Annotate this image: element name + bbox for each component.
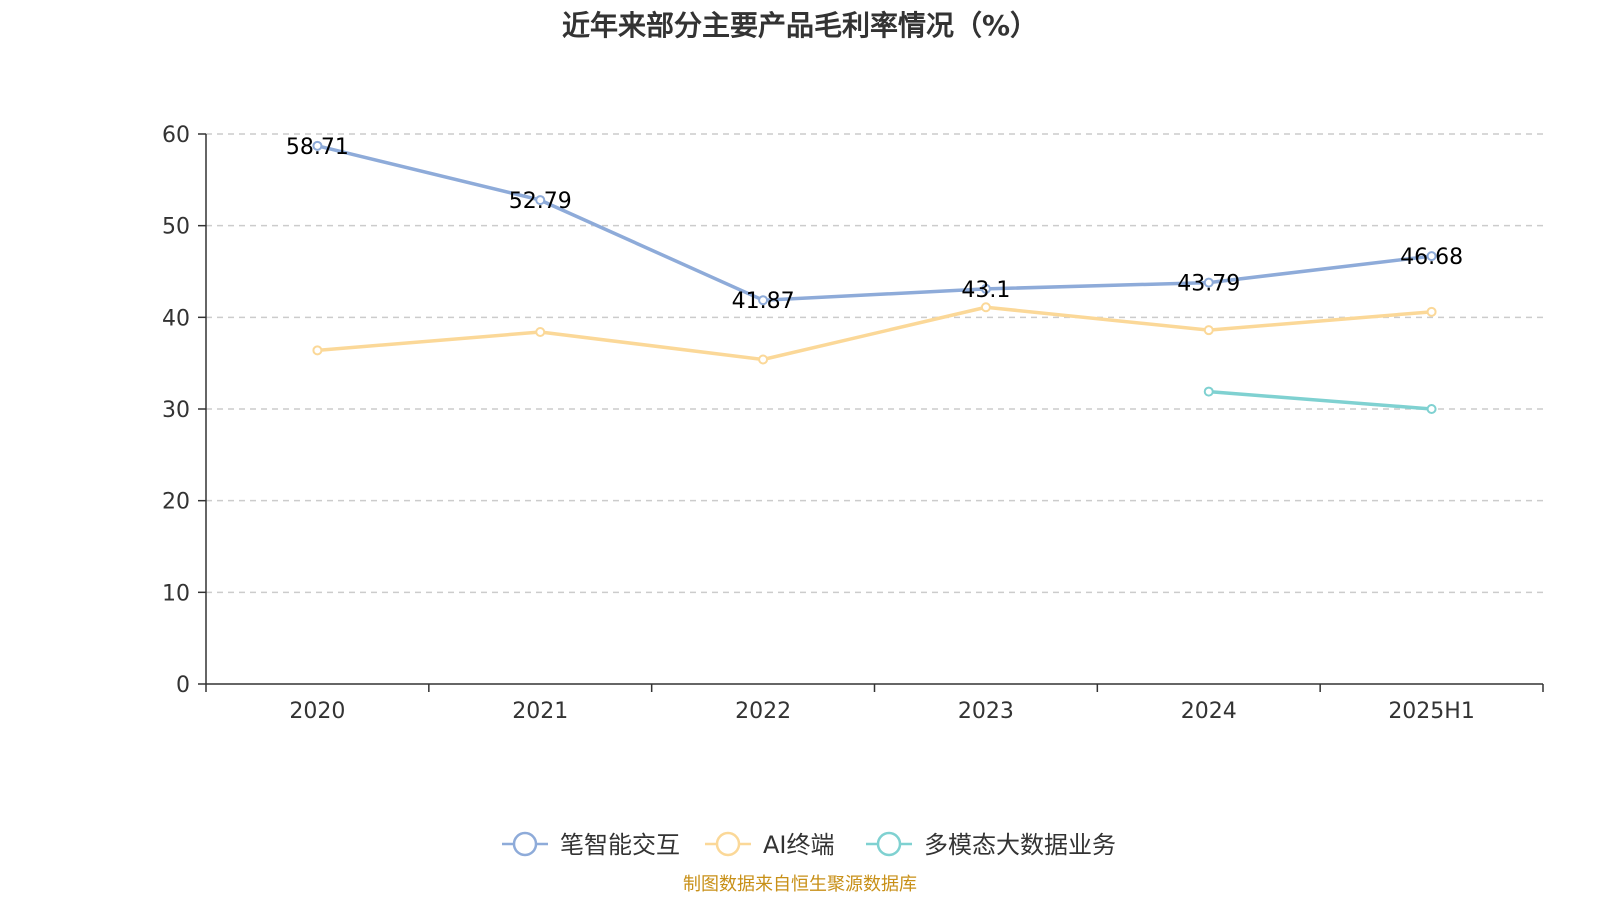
data-point bbox=[1426, 306, 1437, 317]
chart-title: 近年来部分主要产品毛利率情况（%） bbox=[562, 9, 1038, 42]
x-tick-label: 2025H1 bbox=[1388, 699, 1475, 724]
data-label: 58.71 bbox=[286, 135, 349, 160]
y-tick-label: 50 bbox=[162, 215, 190, 240]
y-tick-label: 10 bbox=[162, 581, 190, 606]
legend-label: AI终端 bbox=[763, 831, 835, 859]
grid-lines bbox=[206, 133, 1543, 594]
data-point bbox=[1426, 404, 1437, 414]
legend-item-1: AI终端 bbox=[705, 831, 835, 859]
series-2 bbox=[1203, 386, 1437, 414]
series-0 bbox=[312, 140, 1437, 306]
data-label: 52.79 bbox=[509, 189, 572, 214]
source-note: 制图数据来自恒生聚源数据库 bbox=[683, 874, 917, 895]
legend-swatch-marker bbox=[715, 831, 741, 857]
y-tick-label: 40 bbox=[162, 306, 190, 331]
data-point bbox=[980, 302, 991, 313]
data-point bbox=[535, 195, 546, 206]
data-point bbox=[312, 140, 323, 151]
data-label: 41.87 bbox=[732, 289, 795, 314]
data-point bbox=[758, 295, 769, 306]
data-label: 46.68 bbox=[1400, 245, 1463, 270]
series-line-2-0 bbox=[1207, 389, 1434, 411]
x-tick-label: 2020 bbox=[289, 699, 345, 724]
data-point bbox=[1426, 251, 1437, 262]
y-tick-label: 0 bbox=[176, 673, 190, 698]
data-point bbox=[535, 327, 546, 337]
series-line-0-0 bbox=[315, 144, 1434, 302]
axes: 0 10 20 30 40 50 60 2020 2021 2022 2023 2024 2025H1 bbox=[162, 123, 1544, 724]
legend-swatch-marker bbox=[876, 831, 902, 857]
x-tick-label: 2024 bbox=[1181, 699, 1237, 724]
data-point bbox=[1203, 386, 1214, 397]
x-tick-label: 2023 bbox=[958, 699, 1014, 724]
legend-label: 笔智能交互 bbox=[560, 831, 680, 859]
legend-swatch-marker bbox=[512, 831, 538, 857]
data-point bbox=[1203, 325, 1214, 336]
series-lines bbox=[312, 140, 1437, 414]
legend-item-0: 笔智能交互 bbox=[502, 831, 680, 859]
data-label: 43.79 bbox=[1177, 272, 1240, 297]
y-tick-label: 60 bbox=[162, 123, 190, 148]
series-line-1-0 bbox=[315, 305, 1434, 362]
series-1 bbox=[312, 302, 1437, 365]
legend-label: 多模态大数据业务 bbox=[924, 831, 1116, 859]
data-point bbox=[1203, 277, 1214, 288]
y-tick-label: 20 bbox=[162, 490, 190, 515]
data-point bbox=[312, 345, 323, 356]
data-labels: 58.71 52.79 41.87 43.1 43.79 46.68 bbox=[286, 135, 1463, 314]
data-label: 43.1 bbox=[961, 278, 1010, 303]
data-point bbox=[980, 283, 991, 294]
x-tick-label: 2022 bbox=[735, 699, 791, 724]
data-point bbox=[758, 354, 769, 365]
legend-item-2: 多模态大数据业务 bbox=[866, 831, 1116, 859]
x-tick-label: 2021 bbox=[512, 699, 568, 724]
y-tick-label: 30 bbox=[162, 398, 190, 423]
legend: 笔智能交互 AI终端 多模态大数据业务 bbox=[502, 831, 1116, 859]
